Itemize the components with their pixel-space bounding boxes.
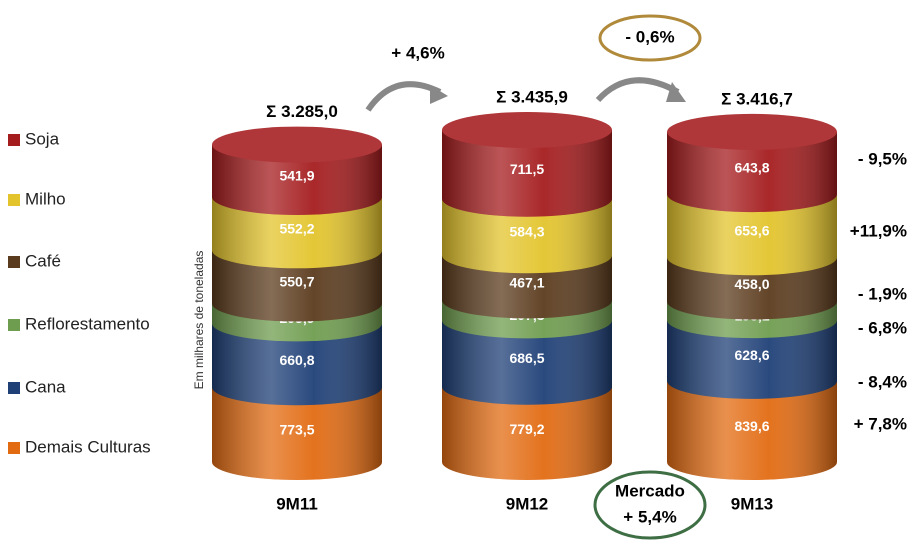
legend-label: Milho [25, 189, 66, 208]
segment-shade [442, 386, 612, 480]
legend-swatch [8, 194, 20, 206]
value-label: 552,2 [279, 220, 314, 236]
segment-shade [212, 250, 382, 322]
value-label: 773,5 [279, 421, 314, 437]
value-label: 467,1 [509, 274, 544, 290]
highlight-ring [593, 470, 707, 540]
legend-swatch [8, 319, 20, 331]
legend-label: Cana [25, 377, 66, 396]
value-label: 653,6 [734, 222, 769, 238]
segment-shade [442, 255, 612, 319]
market-label: + 5,4% [623, 507, 676, 526]
segment-shade [667, 380, 837, 480]
value-label: 711,5 [510, 161, 544, 177]
segment-shade [667, 194, 837, 276]
value-label: 541,9 [279, 167, 314, 183]
cylinder-top-shine [212, 126, 382, 163]
value-label: 779,2 [509, 421, 544, 437]
value-label: 660,8 [279, 352, 314, 368]
total-label: Σ 3.416,7 [721, 89, 793, 108]
market-label: Mercado [615, 481, 685, 500]
legend-label: Reflorestamento [25, 314, 150, 333]
segment-shade [442, 320, 612, 405]
total-label: Σ 3.285,0 [266, 102, 338, 121]
total-label: Σ 3.435,9 [496, 87, 568, 106]
cylinder-top-shine [667, 113, 837, 150]
cylinder-top [442, 112, 612, 148]
segment-shade [212, 144, 382, 215]
value-label: 584,3 [509, 224, 544, 240]
change-label: - 8,4% [858, 372, 907, 391]
value-label: 550,7 [279, 274, 314, 290]
cylinder-top [667, 113, 837, 150]
segment-shade [442, 130, 612, 217]
legend-swatch [8, 256, 20, 268]
legend-label: Demais Culturas [25, 437, 151, 456]
value-label: 686,5 [509, 350, 544, 366]
change-label: +11,9% [850, 221, 907, 240]
segment-shade [212, 196, 382, 269]
cylinder-top-shine [442, 112, 612, 148]
change-label: - 1,9% [858, 284, 907, 303]
arrow [595, 77, 680, 103]
arrow-head [666, 82, 686, 102]
growth-label: - 0,6% [625, 27, 674, 46]
x-tick-label: 9M12 [506, 494, 549, 513]
legend-swatch [8, 382, 20, 394]
axis-label: Em milhares de toneladas [192, 251, 206, 390]
segment-shade [212, 387, 382, 480]
arrow-head [430, 85, 448, 104]
x-tick-label: 9M13 [731, 494, 774, 513]
arrow [365, 81, 442, 112]
x-tick-label: 9M11 [276, 494, 318, 513]
segment-shade [667, 131, 837, 213]
value-label: 839,6 [734, 418, 769, 434]
value-label: 628,6 [734, 347, 769, 363]
segment-shade [667, 320, 837, 399]
value-label: 643,8 [734, 160, 769, 176]
segment-shade [442, 198, 612, 274]
segment-shade [212, 323, 382, 406]
legend-swatch [8, 442, 20, 454]
legend-label: Café [25, 251, 61, 270]
growth-label: + 4,6% [391, 43, 444, 62]
change-label: + 7,8% [854, 414, 907, 433]
legend-label: Soja [25, 129, 60, 148]
change-label: - 6,8% [858, 318, 907, 337]
change-label: - 9,5% [858, 149, 907, 168]
highlight-ring [598, 14, 702, 62]
cylinder-top [212, 126, 382, 163]
legend-swatch [8, 134, 20, 146]
value-label: 458,0 [734, 276, 769, 292]
